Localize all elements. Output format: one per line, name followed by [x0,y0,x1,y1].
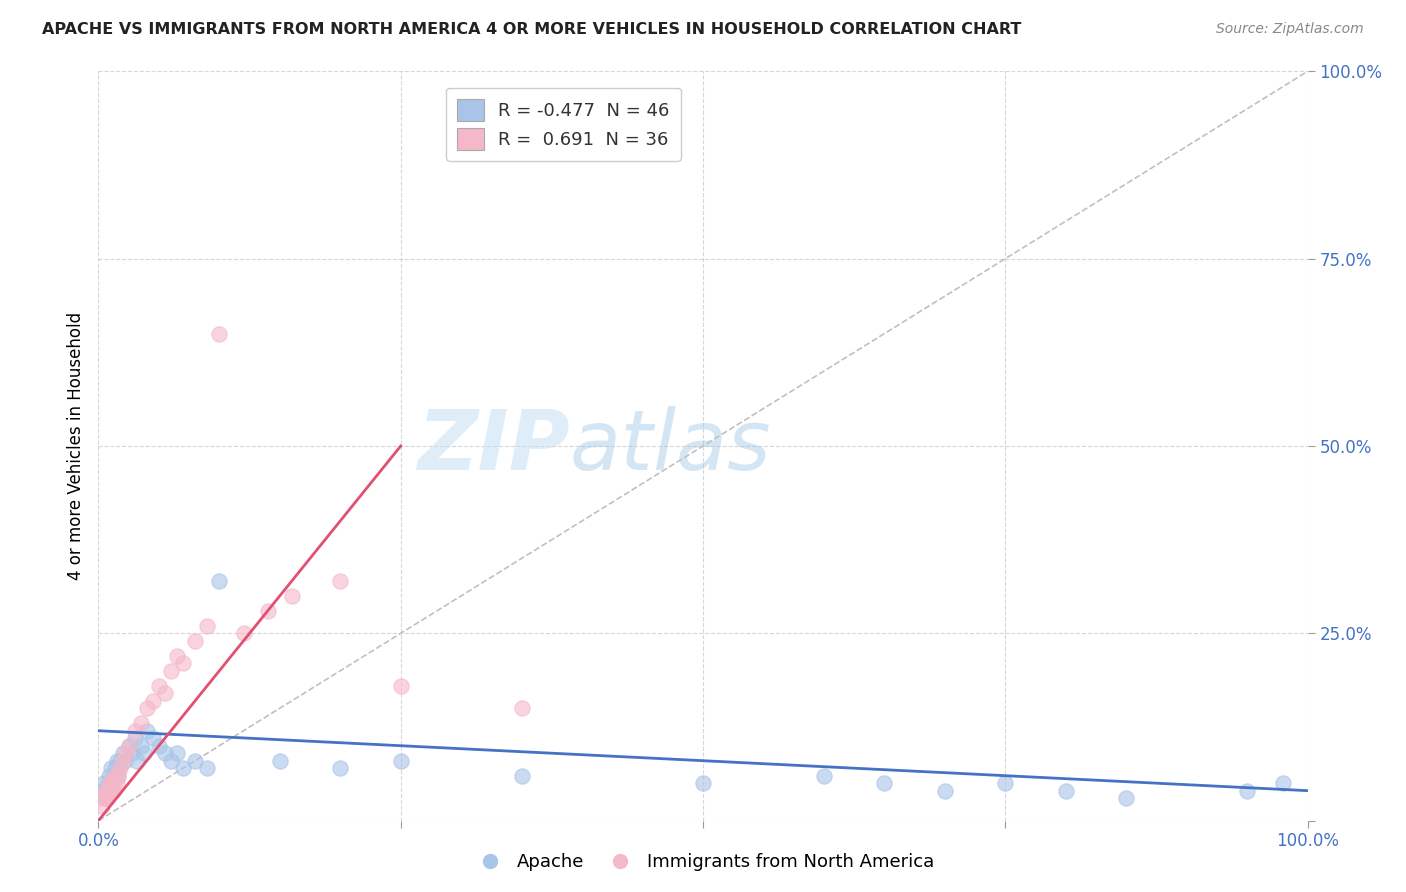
Point [208,326,231,341]
Text: atlas: atlas [569,406,772,486]
Point [329,761,352,775]
Point [98,776,121,790]
Point [994,776,1017,790]
Point [100,761,122,775]
Point [510,701,533,715]
Point [98,769,121,783]
Point [105,776,128,790]
Text: ZIP: ZIP [418,406,569,486]
Point [813,769,835,783]
Point [208,574,231,588]
Point [148,739,170,753]
Point [100,776,122,790]
Point [91,783,114,797]
Point [153,686,176,700]
Point [103,776,125,790]
Point [153,746,176,760]
Text: APACHE VS IMMIGRANTS FROM NORTH AMERICA 4 OR MORE VEHICLES IN HOUSEHOLD CORRELAT: APACHE VS IMMIGRANTS FROM NORTH AMERICA … [42,22,1022,37]
Point [114,754,136,768]
Point [142,694,165,708]
Point [97,783,120,797]
Point [184,754,207,768]
Point [94,791,117,805]
Point [510,769,533,783]
Point [166,648,188,663]
Point [256,604,278,618]
Point [135,723,157,738]
Point [184,633,207,648]
Point [104,761,127,775]
Point [104,769,127,783]
Point [232,626,254,640]
Point [105,754,128,768]
Point [101,783,124,797]
Point [1272,776,1295,790]
Point [124,731,146,746]
Point [108,761,131,775]
Point [134,746,156,760]
Point [873,776,896,790]
Point [172,657,194,671]
Point [389,679,412,693]
Point [111,746,134,760]
Point [124,723,146,738]
Point [121,746,143,760]
Point [127,754,149,768]
Point [103,769,125,783]
Legend: Apache, Immigrants from North America: Apache, Immigrants from North America [464,847,942,879]
Point [1236,783,1258,797]
Point [160,664,183,678]
Point [118,739,141,753]
Point [172,761,194,775]
Point [692,776,714,790]
Point [97,776,120,790]
Point [166,746,188,760]
Point [1115,791,1137,805]
Point [389,754,412,768]
Point [129,716,152,731]
Point [93,791,115,805]
Point [96,791,118,805]
Point [108,761,131,775]
Point [329,574,352,588]
Point [100,783,122,797]
Point [195,619,218,633]
Point [94,783,117,797]
Legend: R = -0.477  N = 46, R =  0.691  N = 36: R = -0.477 N = 46, R = 0.691 N = 36 [446,88,681,161]
Text: Source: ZipAtlas.com: Source: ZipAtlas.com [1216,22,1364,37]
Point [111,754,134,768]
Y-axis label: 4 or more Vehicles in Household: 4 or more Vehicles in Household [66,312,84,580]
Point [135,701,157,715]
Point [129,739,152,753]
Point [118,739,141,753]
Point [93,776,115,790]
Point [142,731,165,746]
Point [107,769,129,783]
Point [148,679,170,693]
Point [1054,783,1077,797]
Point [934,783,956,797]
Point [101,783,124,797]
Point [107,769,129,783]
Point [195,761,218,775]
Point [160,754,183,768]
Point [91,791,114,805]
Point [281,589,304,603]
Point [269,754,291,768]
Point [114,746,136,760]
Point [108,754,131,768]
Point [96,783,118,797]
Point [100,776,122,790]
Point [91,798,114,813]
